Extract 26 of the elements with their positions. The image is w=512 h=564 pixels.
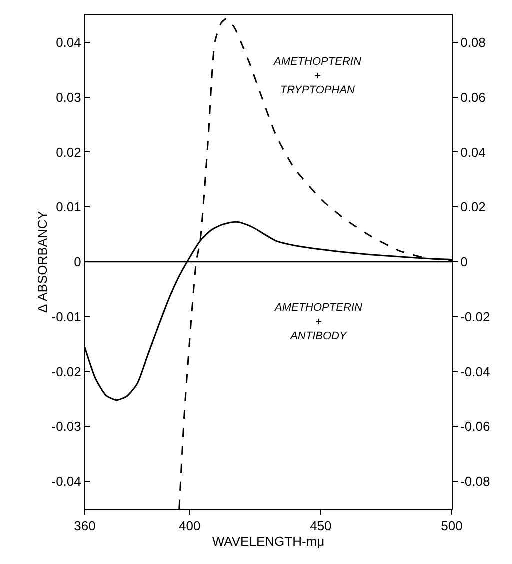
y2-tick-label: 0.06 — [460, 90, 486, 105]
y2-tick-label: 0.08 — [460, 34, 486, 50]
y2-tick-label: 0.04 — [460, 144, 486, 160]
y-tick-label: -0.03 — [52, 419, 82, 434]
y-tick-label: -0.02 — [52, 364, 82, 380]
annotation: AMETHOPTERIN + TRYPTOPHAN — [273, 56, 362, 97]
x-tick-label: 450 — [310, 518, 332, 534]
y-tick-label: 0.02 — [56, 144, 82, 160]
y-tick-label: 0.04 — [56, 34, 82, 50]
y2-tick-label: -0.06 — [460, 419, 490, 434]
y2-tick-label: 0 — [460, 254, 468, 270]
y-tick-label: 0.01 — [56, 200, 82, 215]
x-tick-label: 500 — [441, 518, 463, 534]
y-tick-label: 0 — [74, 254, 82, 270]
y2-tick-label: -0.04 — [460, 364, 490, 380]
y2-tick-label: 0.02 — [460, 200, 486, 215]
x-axis-title: WAVELENGTH-mμ — [212, 534, 325, 550]
x-tick-label: 400 — [179, 518, 201, 534]
x-tick-label: 360 — [74, 518, 96, 534]
y-tick-label: -0.04 — [52, 474, 82, 490]
y2-tick-label: -0.02 — [460, 309, 490, 324]
y-tick-label: 0.03 — [56, 90, 82, 105]
y-tick-label: -0.01 — [52, 309, 82, 324]
y2-tick-label: -0.08 — [460, 474, 490, 490]
annotation: AMETHOPTERIN + ANTIBODY — [274, 302, 362, 343]
y-axis-title: Δ ABSORBANCY — [34, 210, 50, 313]
